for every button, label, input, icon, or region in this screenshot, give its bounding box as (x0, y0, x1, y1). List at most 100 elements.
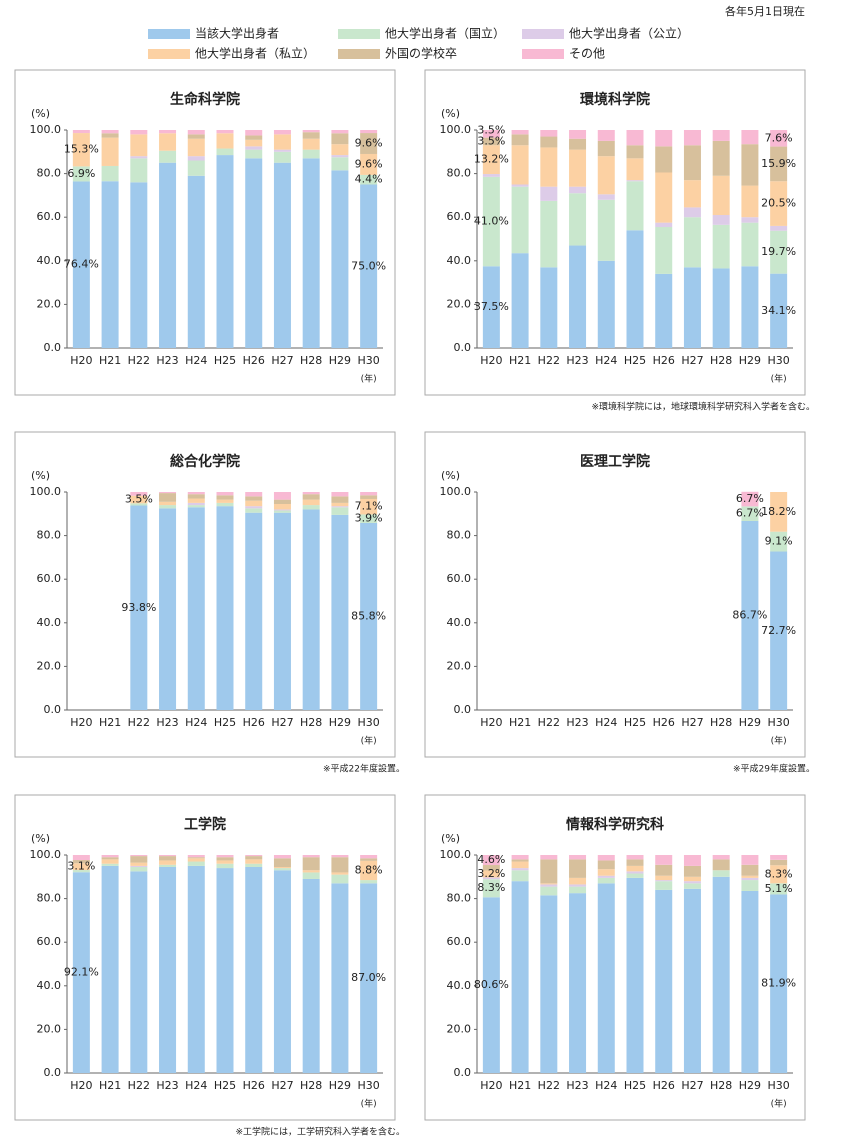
bar-segment (302, 505, 320, 510)
bar-segment (130, 855, 148, 857)
bar-segment (360, 855, 378, 859)
bar-segment (626, 871, 644, 874)
bar-segment (741, 506, 759, 521)
y-tick-label: 80.0 (447, 892, 472, 905)
bar-segment (245, 492, 263, 497)
bar-segment (245, 856, 263, 860)
data-label: 41.0% (474, 215, 509, 228)
bar-segment (360, 495, 378, 499)
x-tick-label: H26 (653, 1079, 675, 1092)
data-label: 81.9% (761, 977, 796, 990)
bar-segment (655, 227, 673, 274)
legend-label: 他大学出身者（国立） (385, 26, 505, 41)
bar-segment (187, 494, 205, 499)
panel (14, 69, 396, 396)
bar-segment (130, 158, 148, 183)
x-tick-label: H24 (595, 716, 617, 729)
x-tick-label: H23 (156, 354, 178, 367)
x-tick-label: H30 (767, 1079, 789, 1092)
x-tick-label: H21 (509, 354, 531, 367)
bar-segment (245, 506, 263, 509)
bar-segment (331, 883, 349, 1073)
panel (424, 431, 806, 758)
bar-segment (331, 492, 349, 497)
bar-segment (712, 855, 730, 860)
bar-segment (540, 136, 558, 148)
bar-segment (273, 499, 291, 504)
bar-segment (72, 181, 90, 348)
y-tick-label: 40.0 (37, 979, 62, 992)
bar-segment (72, 863, 90, 871)
bar-segment (216, 499, 234, 503)
bar-segment (72, 870, 90, 873)
bar-segment (302, 492, 320, 495)
bar-segment (712, 140, 730, 176)
bar-segment (216, 860, 234, 864)
footnote: ※環境科学院には，地球環境科学研究科入学者を含む。 (591, 401, 815, 413)
bar-segment (187, 502, 205, 506)
x-tick-label: H28 (300, 716, 322, 729)
x-tick-label: H25 (214, 716, 236, 729)
bar-segment (741, 491, 759, 507)
data-label: 8.3% (765, 867, 793, 880)
bar-segment (216, 148, 234, 156)
bar-segment (273, 134, 291, 150)
data-label: 3.2% (477, 867, 505, 880)
x-tick-label: H26 (653, 716, 675, 729)
x-tick-label: H27 (681, 716, 703, 729)
bar-segment (540, 200, 558, 268)
bar-segment (597, 140, 615, 157)
footnote: ※平成22年度設置。 (323, 763, 405, 775)
bar-segment (683, 883, 701, 889)
bar-segment (331, 507, 349, 515)
bar-segment (159, 855, 177, 857)
bar-segment (597, 855, 615, 861)
x-tick-label: H25 (624, 354, 646, 367)
y-tick-label: 80.0 (447, 529, 472, 542)
bar-segment (597, 860, 615, 870)
bar-segment (482, 176, 500, 267)
data-label: 15.9% (761, 157, 796, 170)
bar-segment (626, 158, 644, 181)
bar-segment (770, 146, 788, 182)
bar-segment (331, 130, 349, 134)
bar-segment (245, 496, 263, 501)
bar-segment (626, 145, 644, 159)
x-tick-label: H23 (566, 354, 588, 367)
bar-segment (770, 859, 788, 866)
y-tick-label: 100.0 (440, 123, 472, 136)
bar-segment (360, 880, 378, 884)
data-label: 4.4% (355, 173, 383, 186)
chart-title: 工学院 (184, 816, 226, 833)
bar-segment (216, 492, 234, 496)
bar-segment (331, 874, 349, 884)
bar-segment (101, 130, 119, 134)
x-tick-label: H26 (243, 716, 265, 729)
bar-segment (569, 245, 587, 348)
x-tick-label: H27 (271, 716, 293, 729)
x-tick-label: H29 (329, 354, 351, 367)
y-tick-label: 80.0 (447, 167, 472, 180)
bar-segment (626, 230, 644, 348)
bar-segment (482, 877, 500, 880)
bar-segment (187, 857, 205, 859)
bar-segment (130, 856, 148, 863)
data-label: 34.1% (761, 304, 796, 317)
bar-segment (245, 866, 263, 1073)
data-label: 75.0% (351, 259, 386, 272)
bar-segment (360, 133, 378, 154)
bar-segment (159, 150, 177, 163)
bar-segment (302, 872, 320, 879)
x-tick-label: H26 (243, 354, 265, 367)
x-tick-label: H27 (681, 354, 703, 367)
bar-segment (72, 166, 90, 182)
bar-segment (655, 222, 673, 228)
x-tick-label: H27 (271, 354, 293, 367)
bar-segment (511, 868, 529, 871)
legend-swatch (148, 29, 190, 39)
legend-swatch (522, 49, 564, 59)
data-label: 8.3% (477, 881, 505, 894)
bar-segment (569, 130, 587, 139)
bar-segment (187, 855, 205, 858)
